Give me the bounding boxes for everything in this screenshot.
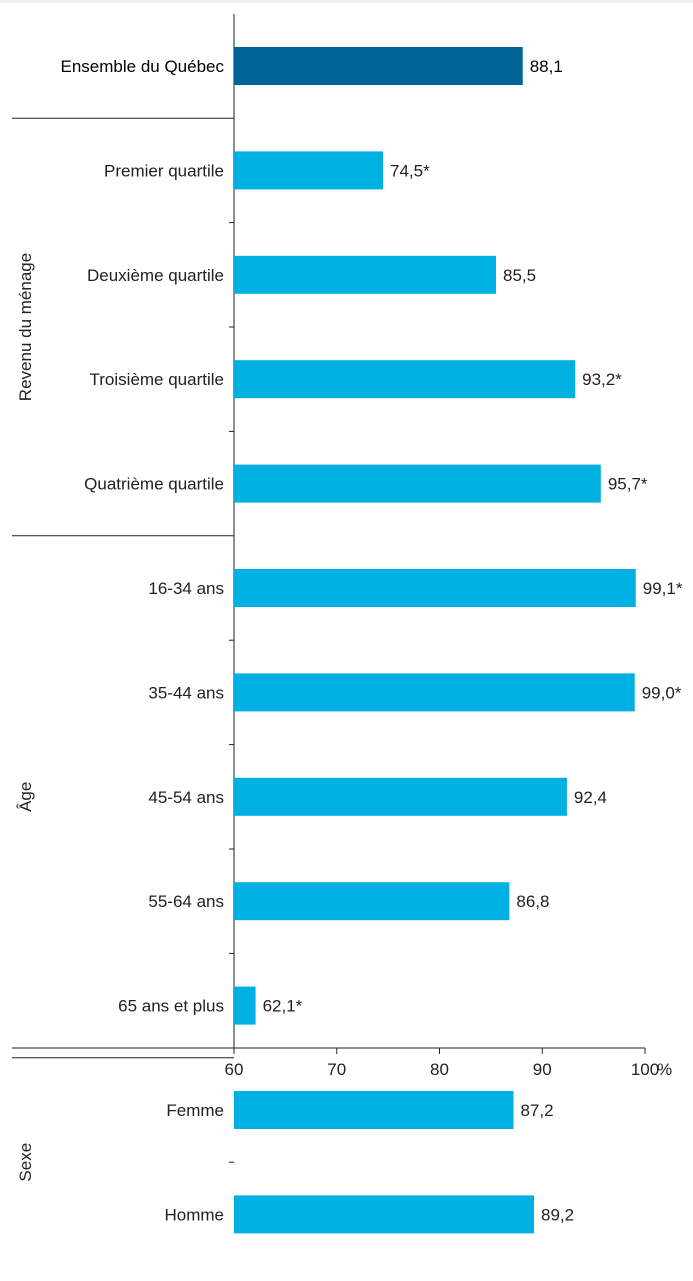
group-label: Sexe <box>16 1143 35 1182</box>
data-label: 62,1* <box>263 997 303 1016</box>
data-label: 86,8 <box>516 892 549 911</box>
x-tick-label: 60 <box>225 1060 244 1079</box>
bar <box>234 1091 514 1129</box>
category-label: 16-34 ans <box>148 579 224 598</box>
data-label: 74,5* <box>390 161 430 180</box>
data-label: 99,1* <box>643 579 683 598</box>
category-label: Troisième quartile <box>90 370 224 389</box>
category-label: Ensemble du Québec <box>61 57 225 76</box>
x-tick-label: 70 <box>327 1060 346 1079</box>
data-label: 92,4 <box>574 788 607 807</box>
bar <box>234 777 567 816</box>
category-label: 65 ans et plus <box>118 997 224 1016</box>
category-label: Femme <box>166 1101 224 1120</box>
bar <box>234 882 510 921</box>
bar <box>234 255 497 294</box>
x-tick-label: 100 <box>631 1060 659 1079</box>
bar <box>234 464 601 503</box>
bar <box>234 673 635 712</box>
bar <box>234 986 256 1025</box>
category-label: Premier quartile <box>104 161 224 180</box>
bar <box>234 569 636 607</box>
data-label: 99,0* <box>642 683 682 702</box>
data-label: 85,5 <box>503 266 536 285</box>
data-label: 87,2 <box>520 1101 553 1120</box>
x-tick-label: 90 <box>533 1060 552 1079</box>
category-label: 55-64 ans <box>148 892 224 911</box>
group-label: Revenu du ménage <box>16 253 35 401</box>
group-label: Âge <box>16 782 35 812</box>
bar <box>234 47 523 85</box>
category-label: Homme <box>164 1205 224 1224</box>
bar <box>234 360 576 399</box>
category-label: Deuxième quartile <box>87 266 224 285</box>
x-tick-label: 80 <box>430 1060 449 1079</box>
top-rule <box>0 0 693 3</box>
x-unit-label: % <box>657 1060 672 1079</box>
data-label: 88,1 <box>530 57 563 76</box>
data-label: 89,2 <box>541 1205 574 1224</box>
data-label: 95,7* <box>608 475 648 494</box>
bar <box>234 1195 535 1234</box>
category-label: 35-44 ans <box>148 683 224 702</box>
data-label: 93,2* <box>582 370 622 389</box>
category-label: Quatrième quartile <box>84 475 224 494</box>
category-label: 45-54 ans <box>148 788 224 807</box>
bar <box>234 151 383 190</box>
